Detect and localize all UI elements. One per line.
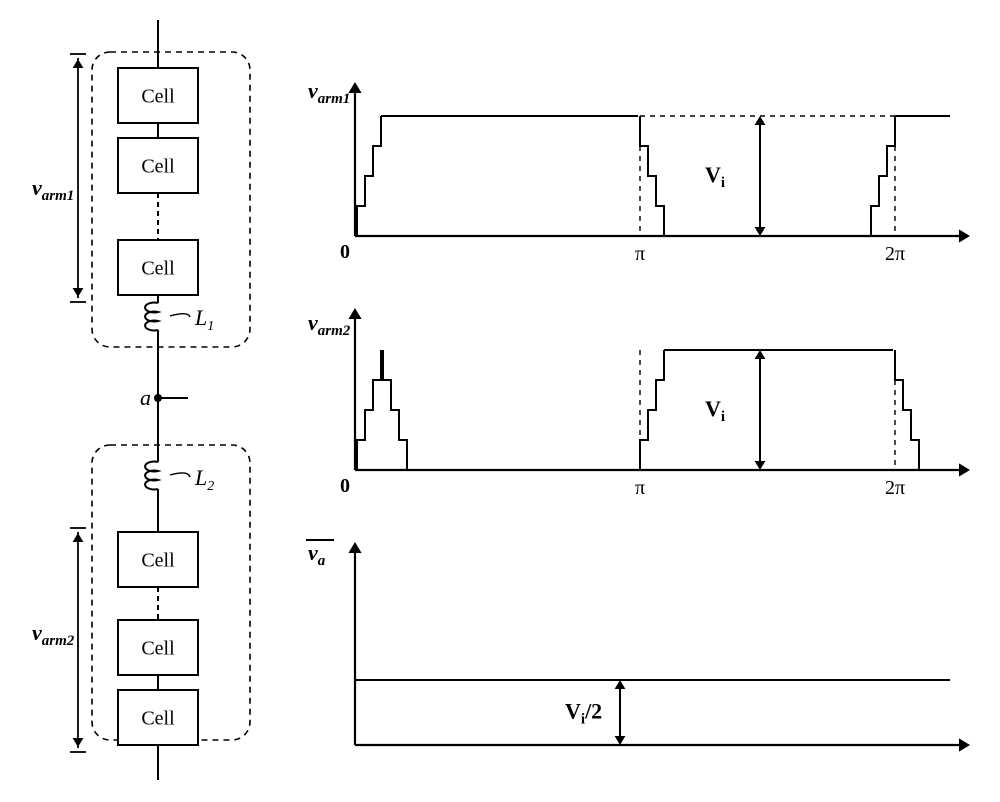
plot1-label: varm1 [308, 78, 350, 107]
cell-label: Cell [141, 86, 175, 108]
inductor-L2-label: L2 [194, 465, 214, 494]
tick-pi: π [635, 243, 645, 265]
tick-pi: π [635, 477, 645, 499]
inductor-L1-label: L1 [194, 305, 214, 334]
tick-2pi: 2π [885, 243, 905, 265]
inductor-L2 [145, 462, 158, 490]
plot2-label: varm2 [308, 310, 351, 339]
plot3-label: va [306, 540, 334, 569]
cell-label: Cell [141, 156, 175, 178]
vi-label: Vi [705, 396, 725, 425]
varm-label: varm2 [32, 620, 75, 649]
cell-label: Cell [141, 708, 175, 730]
figure-canvas: Cell Cell Cell L1 a L2 Cell Cell Cell varm1 varm2 0… [0, 0, 1000, 802]
svg-text:va: va [308, 540, 326, 569]
varm-label: varm1 [32, 175, 74, 204]
vi-label: Vi [705, 162, 725, 191]
cell-label: Cell [141, 258, 175, 280]
tick-2pi: 2π [885, 477, 905, 499]
vi-label: Vi/2 [565, 699, 602, 728]
cell-label: Cell [141, 638, 175, 660]
tick-0: 0 [340, 241, 350, 263]
node-a-label: a [140, 385, 151, 410]
tick-0: 0 [340, 475, 350, 497]
inductor-L1 [145, 303, 158, 331]
figure-svg: Cell Cell Cell L1 a L2 Cell Cell Cell varm1 varm2 0… [0, 0, 1000, 802]
cell-label: Cell [141, 550, 175, 572]
